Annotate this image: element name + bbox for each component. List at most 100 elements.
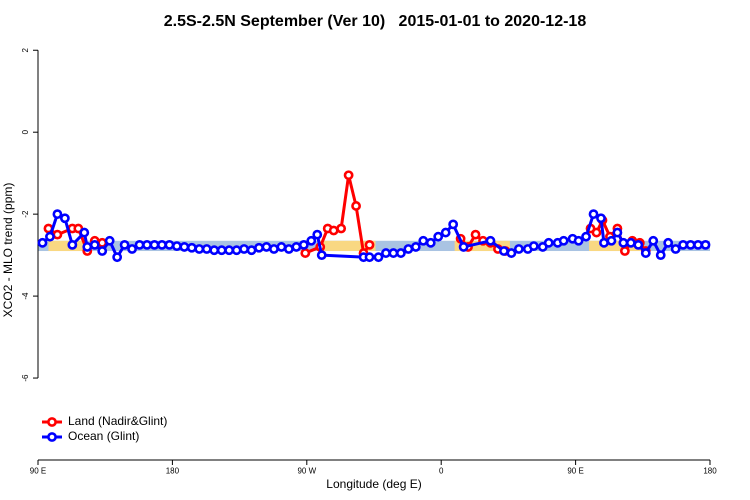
data-point bbox=[112, 252, 123, 263]
data-point bbox=[606, 235, 617, 246]
data-point bbox=[312, 229, 323, 240]
data-point bbox=[581, 231, 591, 242]
data-point bbox=[261, 242, 272, 252]
data-point bbox=[655, 250, 666, 261]
data-point bbox=[343, 170, 354, 181]
legend-marker bbox=[47, 432, 57, 442]
data-point bbox=[79, 227, 90, 238]
data-point bbox=[506, 248, 517, 258]
data-point bbox=[425, 237, 436, 248]
data-point bbox=[164, 239, 175, 250]
data-point bbox=[209, 245, 220, 256]
data-point bbox=[596, 213, 606, 224]
data-point bbox=[543, 237, 554, 248]
land-band bbox=[48, 240, 86, 252]
y-axis-label: XCO2 - MLO trend (ppm) bbox=[1, 183, 15, 318]
data-point bbox=[612, 227, 623, 238]
data-point bbox=[239, 244, 249, 254]
data-point bbox=[485, 235, 496, 246]
data-point bbox=[364, 252, 375, 263]
x-tick-label: 180 bbox=[166, 467, 180, 476]
data-point bbox=[316, 250, 327, 261]
y-tick-label: -2 bbox=[21, 210, 30, 218]
data-point bbox=[254, 242, 264, 253]
data-point bbox=[470, 229, 481, 240]
data-point bbox=[351, 201, 361, 211]
x-tick-label: 180 bbox=[703, 467, 717, 476]
data-point bbox=[418, 235, 429, 246]
data-point bbox=[625, 237, 636, 248]
y-tick-label: -4 bbox=[21, 292, 30, 300]
y-tick-label: -6 bbox=[21, 374, 30, 382]
data-point bbox=[573, 235, 584, 246]
data-point bbox=[59, 213, 70, 224]
legend-marker bbox=[47, 417, 57, 427]
data-point bbox=[224, 245, 235, 256]
data-point bbox=[588, 209, 599, 220]
data-point bbox=[37, 237, 48, 248]
data-point bbox=[246, 245, 257, 256]
data-point bbox=[134, 239, 145, 250]
data-point bbox=[458, 242, 469, 252]
data-point bbox=[336, 223, 347, 234]
land-band bbox=[589, 240, 642, 252]
data-point bbox=[670, 244, 681, 254]
data-point bbox=[648, 235, 659, 246]
data-point bbox=[448, 219, 459, 230]
data-point bbox=[306, 235, 317, 246]
y-tick-label: 2 bbox=[21, 47, 30, 52]
data-point bbox=[104, 235, 115, 246]
legend-label: Land (Nadir&Glint) bbox=[68, 414, 167, 428]
data-point bbox=[119, 239, 130, 250]
data-point bbox=[186, 242, 197, 253]
data-point bbox=[633, 239, 644, 250]
chart-title: 2.5S-2.5N September (Ver 10) 2015-01-01 … bbox=[164, 13, 587, 30]
data-point bbox=[52, 209, 63, 220]
data-point bbox=[599, 237, 609, 248]
data-point bbox=[157, 239, 167, 250]
data-point bbox=[142, 239, 152, 250]
data-point bbox=[640, 248, 651, 258]
data-point bbox=[216, 245, 227, 256]
data-point bbox=[433, 231, 444, 242]
data-point bbox=[499, 246, 509, 256]
data-point bbox=[381, 248, 391, 258]
x-tick-label: 90 E bbox=[567, 467, 583, 476]
data-point bbox=[149, 239, 160, 250]
data-point bbox=[678, 239, 689, 250]
y-tick-label: 0 bbox=[21, 129, 30, 134]
data-point bbox=[52, 229, 63, 240]
x-tick-label: 90 W bbox=[297, 467, 316, 476]
data-point bbox=[403, 244, 414, 254]
data-point bbox=[364, 239, 375, 250]
legend-label: Ocean (Glint) bbox=[68, 429, 139, 443]
data-point bbox=[388, 248, 399, 258]
data-point bbox=[45, 231, 55, 242]
data-point bbox=[89, 239, 100, 250]
data-point bbox=[558, 235, 569, 246]
data-point bbox=[171, 241, 182, 252]
data-point bbox=[373, 252, 384, 263]
data-point bbox=[693, 239, 703, 250]
data-point bbox=[194, 244, 205, 254]
data-point bbox=[127, 244, 137, 254]
data-point bbox=[269, 244, 279, 254]
data-point bbox=[528, 241, 539, 252]
data-point bbox=[700, 239, 711, 250]
data-point bbox=[291, 242, 302, 252]
data-point bbox=[685, 239, 696, 250]
data-point bbox=[440, 227, 451, 238]
data-point bbox=[513, 244, 524, 254]
data-point bbox=[300, 248, 311, 258]
data-point bbox=[328, 225, 339, 236]
data-point bbox=[619, 246, 630, 256]
data-point bbox=[67, 239, 78, 250]
data-point bbox=[82, 242, 93, 252]
data-point bbox=[395, 248, 406, 258]
data-point bbox=[276, 242, 287, 252]
x-tick-label: 90 E bbox=[30, 467, 46, 476]
x-tick-label: 0 bbox=[439, 467, 444, 476]
land-band bbox=[320, 240, 376, 252]
x-axis-label: Longitude (deg E) bbox=[326, 477, 421, 491]
